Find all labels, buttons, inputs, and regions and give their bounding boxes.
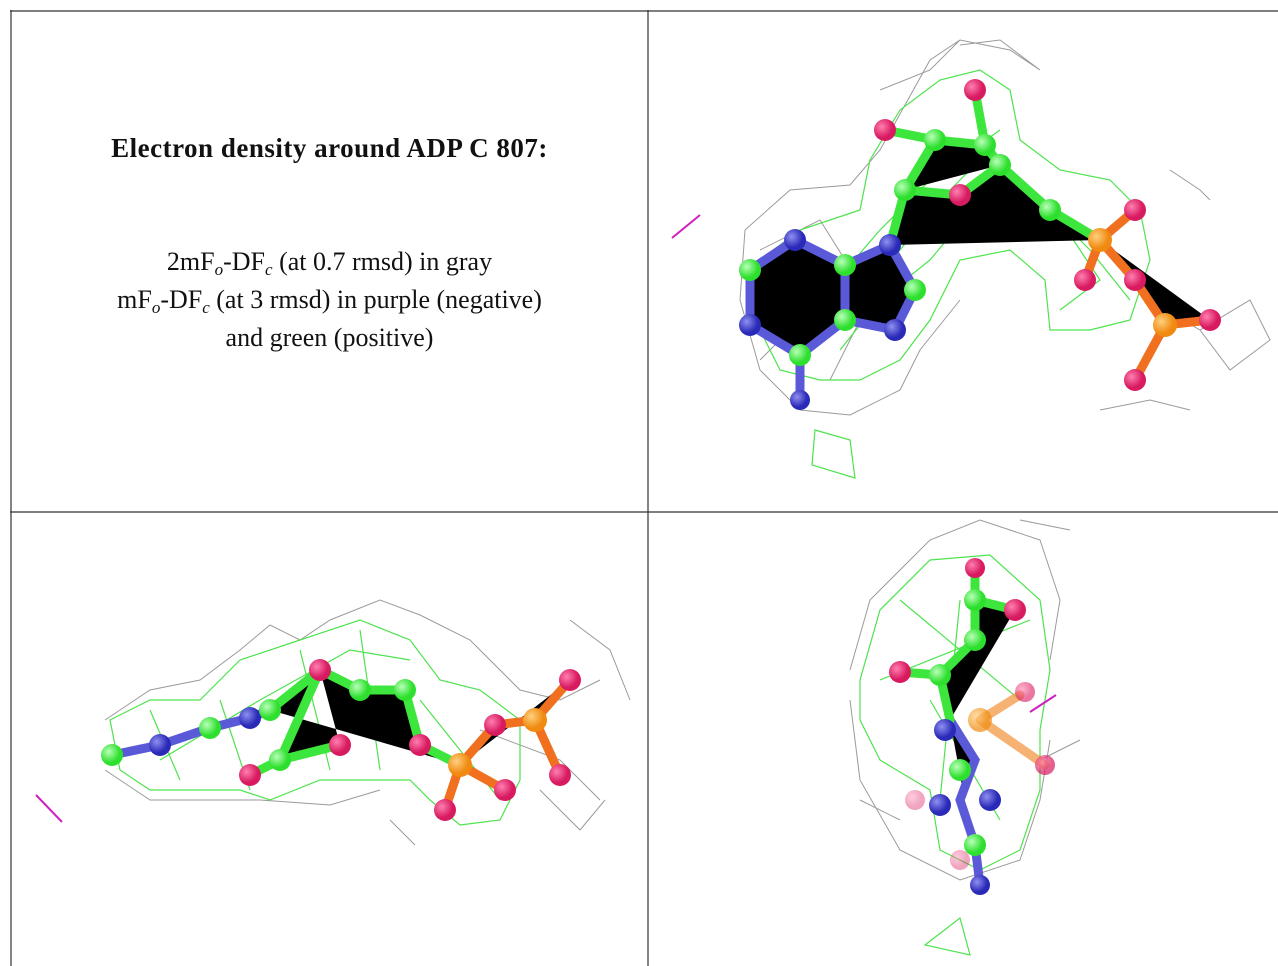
legend-text: (at 0.7 rmsd) in gray: [273, 247, 493, 276]
figure-title: Electron density around ADP C 807:: [11, 133, 648, 164]
legend-text: and green (positive): [226, 323, 434, 352]
molecule-view-1: [672, 40, 1270, 478]
legend-line: 2mFo-DFc (at 0.7 rmsd) in gray: [11, 243, 648, 281]
legend-text: -DF: [223, 247, 265, 276]
molecule-view-3: [850, 520, 1080, 955]
subscript: c: [265, 260, 273, 279]
legend-line: mFo-DFc (at 3 rmsd) in purple (negative): [11, 281, 648, 319]
legend-text: mF: [117, 285, 152, 314]
subscript: o: [215, 260, 224, 279]
figure-page: Electron density around ADP C 807: 2mFo-…: [0, 0, 1278, 966]
legend-line: and green (positive): [11, 319, 648, 357]
subscript: c: [202, 298, 210, 317]
molecule-view-2: [36, 600, 630, 845]
legend-cell: Electron density around ADP C 807: 2mFo-…: [11, 11, 648, 511]
legend-text: -DF: [160, 285, 202, 314]
legend-text: (at 3 rmsd) in purple (negative): [210, 285, 542, 314]
legend-text: 2mF: [167, 247, 215, 276]
